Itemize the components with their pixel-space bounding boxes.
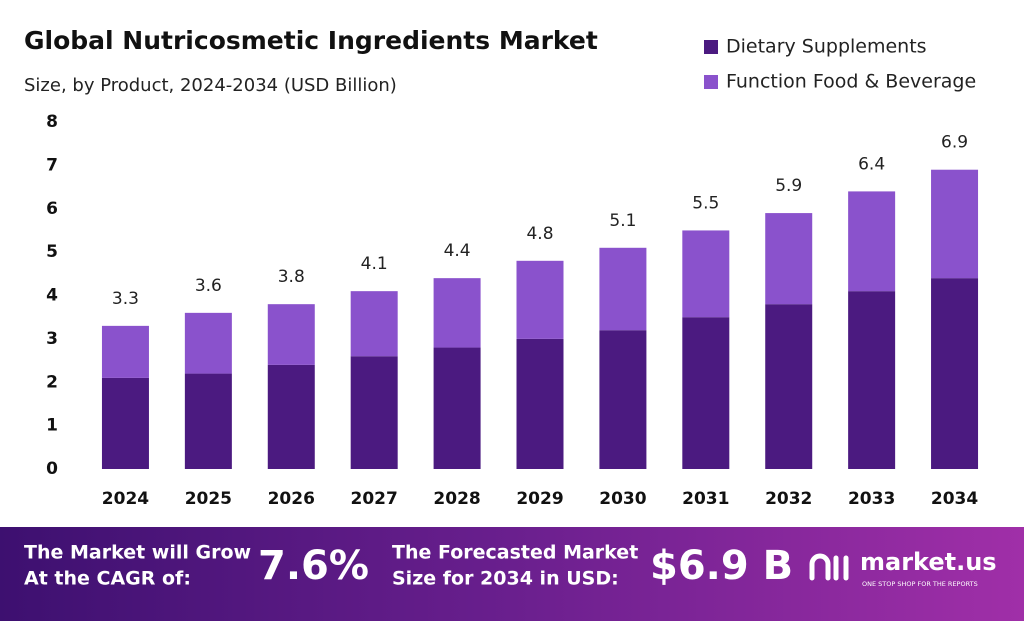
- cagr-label: At the CAGR of:: [24, 568, 191, 590]
- brand: market.us: [860, 548, 997, 576]
- total-label: 6.4: [858, 154, 885, 174]
- y-tick-label: 5: [46, 242, 58, 262]
- y-tick-label: 0: [46, 459, 58, 479]
- x-tick-label: 2024: [102, 489, 149, 509]
- total-label: 5.1: [609, 211, 636, 231]
- x-tick-label: 2029: [516, 489, 563, 509]
- total-label: 5.9: [775, 176, 802, 196]
- bar-segment: [184, 312, 232, 374]
- y-tick-label: 6: [46, 199, 58, 219]
- legend-swatch: [704, 40, 718, 54]
- total-label: 3.3: [112, 289, 139, 309]
- bar-segment: [599, 330, 647, 469]
- bar-segment: [848, 191, 896, 292]
- bar-segment: [599, 247, 647, 331]
- total-label: 4.4: [444, 241, 471, 261]
- x-tick-label: 2032: [765, 489, 812, 509]
- logo-icon: [809, 553, 849, 581]
- bar-segment: [682, 230, 730, 318]
- banner: [0, 527, 1024, 621]
- y-tick-label: 7: [46, 155, 58, 175]
- y-tick-label: 4: [46, 286, 58, 306]
- bar-segment: [848, 291, 896, 469]
- x-tick-label: 2033: [848, 489, 895, 509]
- legend-swatch: [704, 75, 718, 89]
- x-tick-label: 2030: [599, 489, 646, 509]
- y-tick-label: 3: [46, 329, 58, 349]
- x-tick-label: 2031: [682, 489, 729, 509]
- bar-segment: [101, 377, 149, 469]
- chart-title: Global Nutricosmetic Ingredients Market: [24, 26, 598, 55]
- bar-segment: [101, 325, 149, 378]
- bar-segment: [267, 304, 315, 365]
- tagline: ONE STOP SHOP FOR THE REPORTS: [862, 580, 978, 588]
- bar-segment: [516, 338, 564, 469]
- total-label: 5.5: [692, 193, 719, 213]
- total-label: 4.1: [361, 254, 388, 274]
- bar-segment: [350, 356, 398, 469]
- bar-segment: [931, 278, 979, 469]
- total-label: 3.6: [195, 276, 222, 296]
- x-tick-label: 2028: [433, 489, 480, 509]
- y-tick-label: 8: [46, 112, 58, 132]
- y-tick-label: 1: [46, 416, 58, 436]
- forecast-label: The Forecasted Market: [392, 542, 638, 564]
- total-label: 3.8: [278, 267, 305, 287]
- bar-segment: [267, 364, 315, 469]
- y-tick-label: 2: [46, 372, 58, 392]
- legend-label: Dietary Supplements: [726, 36, 927, 58]
- bar-segment: [516, 260, 564, 339]
- forecast-label: Size for 2034 in USD:: [392, 568, 619, 590]
- chart-subtitle: Size, by Product, 2024-2034 (USD Billion…: [24, 75, 397, 96]
- total-label: 4.8: [526, 224, 553, 244]
- bar-segment: [682, 317, 730, 469]
- total-label: 6.9: [941, 133, 968, 153]
- bar-segment: [350, 291, 398, 357]
- bar-segment: [765, 304, 813, 469]
- legend-label: Function Food & Beverage: [726, 71, 976, 93]
- x-tick-label: 2025: [185, 489, 232, 509]
- x-tick-label: 2034: [931, 489, 978, 509]
- cagr-label: The Market will Grow: [24, 542, 251, 564]
- forecast-value: $6.9 B: [650, 543, 793, 589]
- cagr-value: 7.6%: [258, 543, 369, 589]
- bar-segment: [931, 169, 979, 279]
- x-tick-label: 2027: [351, 489, 398, 509]
- bar-segment: [184, 373, 232, 469]
- x-tick-label: 2026: [268, 489, 315, 509]
- bar-segment: [433, 347, 481, 469]
- bar-segment: [765, 213, 813, 305]
- bar-segment: [433, 278, 481, 348]
